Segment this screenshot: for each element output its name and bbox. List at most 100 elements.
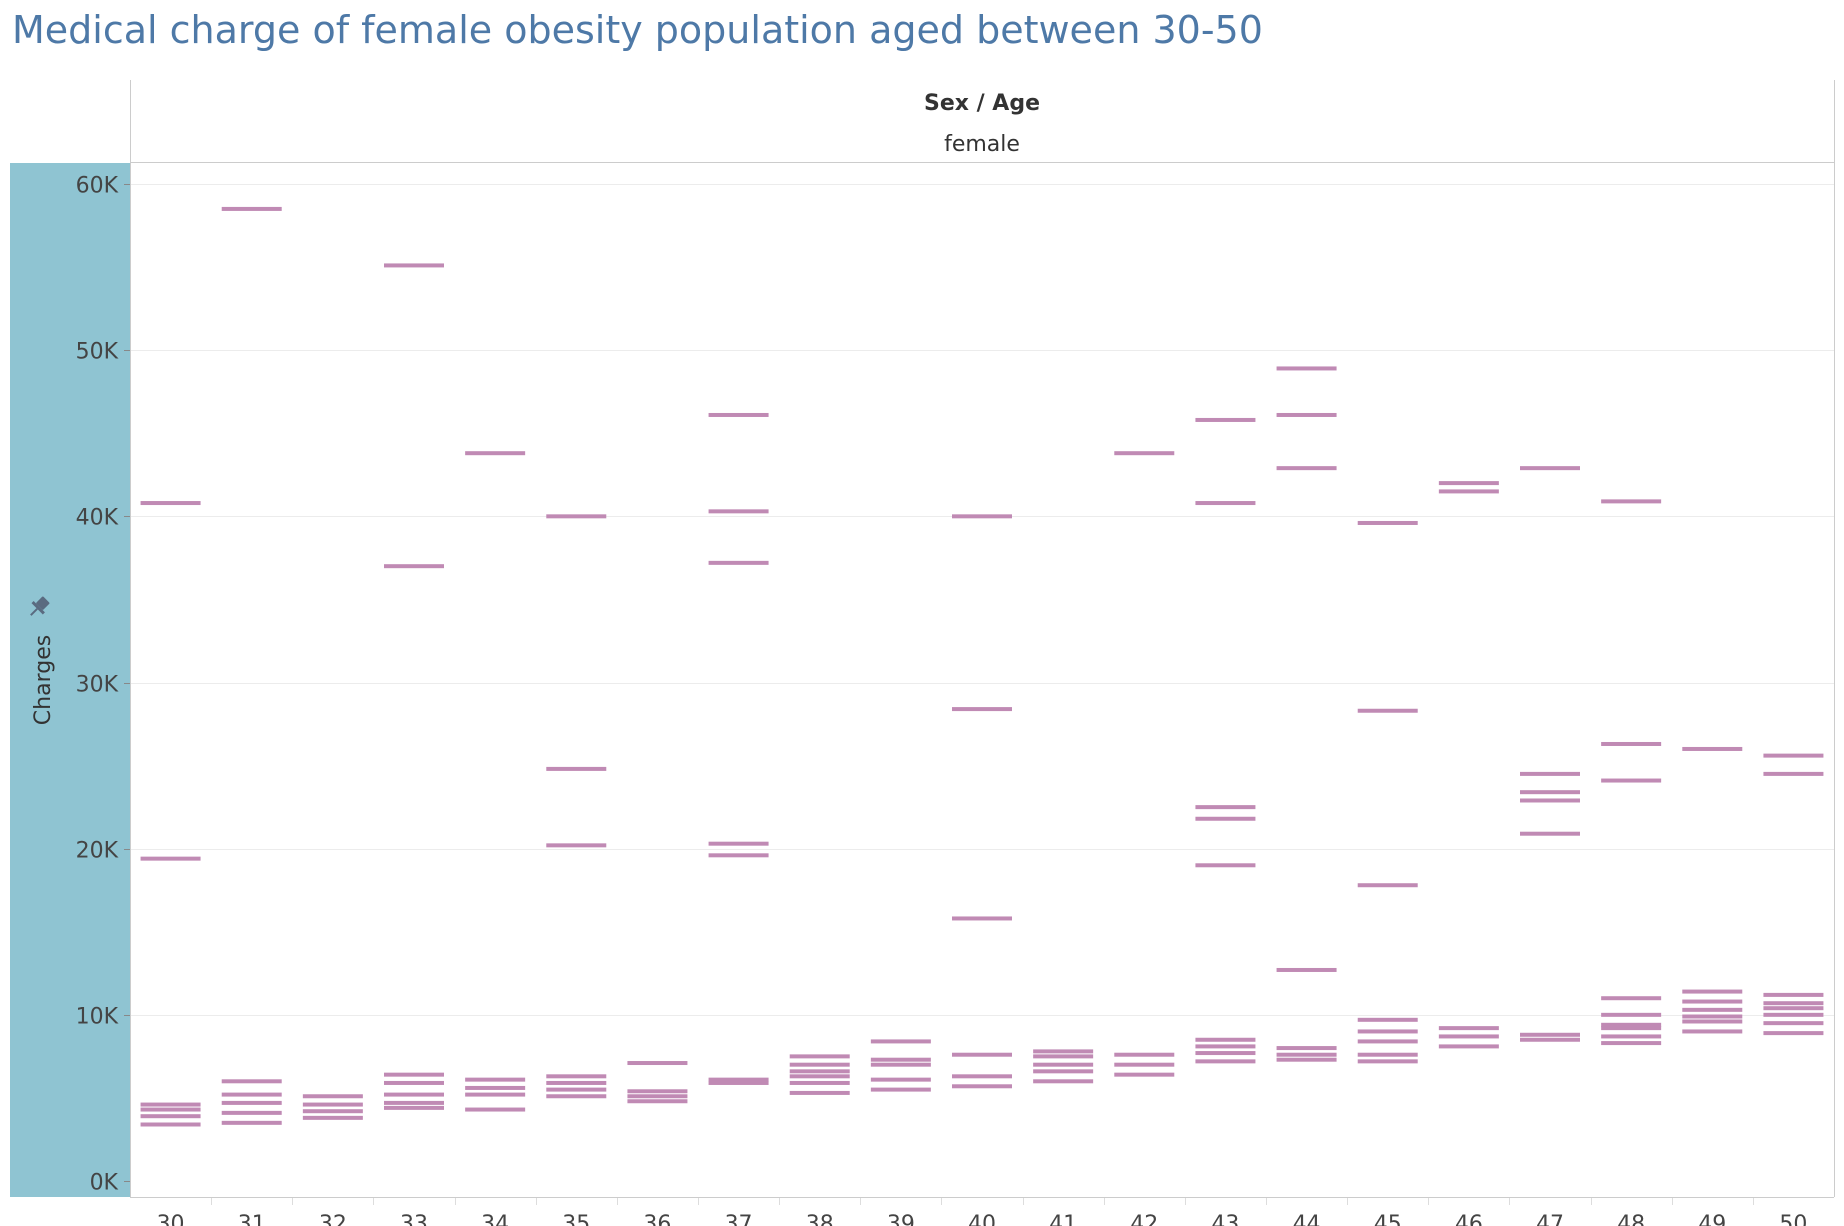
x-tick-label: 38 [806,1212,834,1226]
data-mark [1357,1059,1418,1064]
data-mark [708,1077,769,1082]
data-mark [1438,1034,1499,1039]
data-mark [870,1057,931,1062]
y-tick-label: 50K [76,340,119,365]
data-mark [384,1100,444,1105]
data-mark [1682,1029,1743,1034]
data-mark [1114,1072,1175,1077]
facet-label: female [944,132,1020,157]
data-mark [1195,805,1256,810]
data-mark [789,1054,850,1059]
data-mark [1763,753,1824,758]
data-mark [302,1094,363,1099]
x-tick-label: 39 [887,1212,915,1226]
y-tick-label: 20K [76,839,119,864]
data-mark [1114,1062,1175,1067]
data-mark [1276,366,1337,371]
data-mark [221,1100,282,1105]
data-mark [789,1090,850,1095]
data-mark [1195,816,1256,821]
y-tick-label: 40K [76,506,119,531]
data-mark [1520,466,1580,471]
data-mark [1033,1079,1094,1084]
data-mark [789,1080,850,1085]
data-mark [1276,967,1337,972]
data-mark [708,841,769,846]
data-mark [1033,1062,1094,1067]
data-mark [1601,996,1662,1001]
x-axis: 30 31 32 33 34 35 36 37 38 39 40 41 42 43 44 45 46 47 48 49… [157,1212,1808,1226]
y-axis-band [10,163,130,1197]
data-mark [302,1115,363,1120]
data-mark [1520,1032,1580,1037]
data-mark [546,1074,607,1079]
x-tick-label: 50 [1779,1212,1807,1226]
y-axis-label: Charges [31,635,56,725]
y-tick-label: 10K [76,1005,119,1030]
data-mark [140,1107,201,1112]
data-mark [1114,1052,1175,1057]
column-separators [211,1197,1754,1205]
data-mark [1276,466,1337,471]
data-mark [708,560,769,565]
data-mark [384,1080,444,1085]
data-mark [302,1109,363,1114]
x-tick-label: 30 [157,1212,185,1226]
data-mark [140,1122,201,1127]
data-mark [384,1105,444,1110]
x-tick-label: 40 [968,1212,996,1226]
data-mark [1276,412,1337,417]
data-mark [302,1102,363,1107]
x-tick-label: 35 [562,1212,590,1226]
chart-marks [140,206,1824,1127]
data-mark [1357,1029,1418,1034]
x-tick-label: 34 [481,1212,509,1226]
x-tick-label: 41 [1049,1212,1077,1226]
data-mark [1601,1026,1662,1031]
data-mark [1195,1059,1256,1064]
data-mark [952,1074,1012,1079]
data-mark [1763,992,1824,997]
x-tick-label: 46 [1455,1212,1483,1226]
data-mark [221,1110,282,1115]
y-tick-label: 0K [90,1171,119,1196]
data-mark [1357,1052,1418,1057]
y-tick-label: 60K [76,174,119,199]
data-mark [1763,1012,1824,1017]
data-mark [384,1092,444,1097]
x-tick-label: 43 [1211,1212,1239,1226]
data-mark [1520,798,1580,803]
data-mark [789,1074,850,1079]
data-mark [789,1069,850,1074]
data-mark [1438,481,1499,486]
data-mark [627,1089,688,1094]
data-mark [1357,1017,1418,1022]
x-tick-label: 32 [319,1212,347,1226]
data-mark [546,1094,607,1099]
x-tick-label: 42 [1130,1212,1158,1226]
data-mark [546,766,607,771]
data-mark [465,1077,526,1082]
data-mark [708,509,769,514]
data-mark [952,707,1012,712]
data-mark [1682,1019,1743,1024]
data-mark [1601,741,1662,746]
data-mark [1357,520,1418,525]
data-mark [140,856,201,861]
data-mark [546,514,607,519]
data-mark [1438,1026,1499,1031]
data-mark [384,1072,444,1077]
data-mark [465,1107,526,1112]
x-tick-label: 37 [725,1212,753,1226]
y-tick-label: 30K [76,673,119,698]
pin-icon[interactable] [25,594,52,621]
data-mark [1601,778,1662,783]
data-mark [1357,708,1418,713]
data-mark [221,1120,282,1125]
data-mark [1682,989,1743,994]
data-mark [952,1052,1012,1057]
x-tick-label: 33 [400,1212,428,1226]
data-mark [1520,790,1580,795]
data-mark [1195,501,1256,506]
